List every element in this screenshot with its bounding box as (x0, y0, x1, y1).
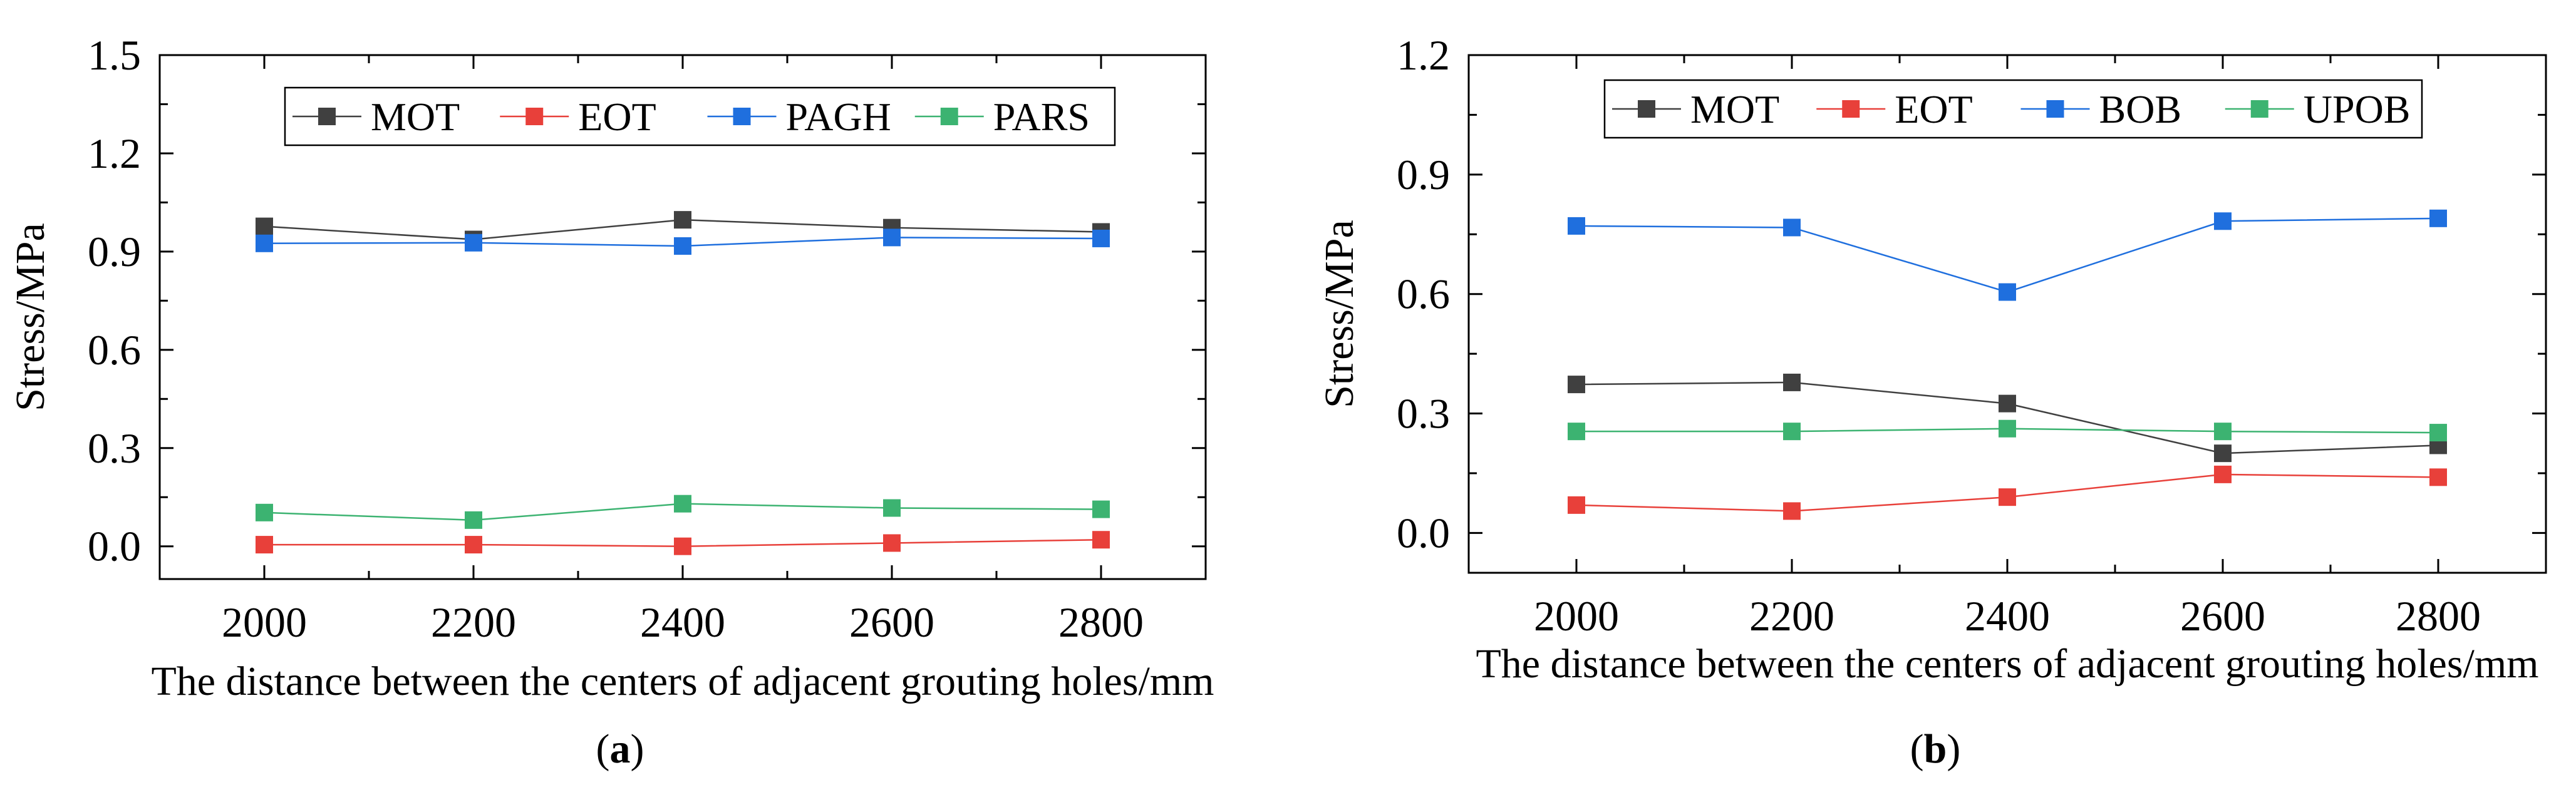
x-tick-label: 2000 (222, 598, 307, 646)
subfigure-label-b: (b) (1910, 726, 1961, 772)
data-point-eot (883, 534, 901, 552)
data-point-mot (674, 211, 691, 229)
data-point-pars (1092, 500, 1110, 518)
legend-label-bob: BOB (2099, 87, 2182, 131)
legend-marker-eot (525, 108, 544, 125)
legend-marker-upob (2250, 100, 2268, 118)
data-point-pagh (674, 237, 691, 255)
data-point-mot (256, 217, 273, 235)
data-point-pars (883, 499, 901, 517)
chart-panel-a: 0.0 0.3 0.6 0.9 1.2 1.5 2000 2200 2400 2600 2800 MO… (8, 31, 1214, 772)
legend-marker-mot (318, 108, 336, 125)
data-point-bob (1783, 218, 1801, 237)
data-point-eot (256, 536, 273, 554)
series-line-mot (1576, 381, 2439, 454)
y-tick-label: 1.5 (88, 31, 141, 79)
data-point-mot (1999, 394, 2016, 413)
y-tick-label: 1.2 (1397, 31, 1450, 79)
data-point-pars (674, 495, 691, 513)
legend-marker-bob (2046, 100, 2064, 118)
data-point-eot (1999, 488, 2016, 506)
legend-marker-eot (1842, 100, 1860, 118)
legend-marker-mot (1638, 100, 1655, 118)
x-tick-label: 2000 (1534, 592, 1619, 640)
y-tick-label: 0.0 (1397, 509, 1450, 557)
y-tick-label: 1.2 (88, 130, 141, 177)
x-axis-title: The distance between the centers of adja… (1476, 641, 2538, 687)
data-point-pagh (256, 234, 273, 252)
y-axis-title: Stress/MPa (1316, 220, 1362, 408)
series-line-bob (1576, 217, 2439, 293)
legend: MOT EOT BOB UPOB (1603, 79, 2423, 139)
x-tick-label: 2800 (2396, 592, 2481, 640)
data-point-upob (1999, 419, 2016, 438)
data-point-upob (1783, 423, 1801, 441)
data-point-upob (2214, 423, 2232, 441)
legend-marker-pars (940, 108, 958, 125)
x-tick-label: 2400 (1965, 592, 2050, 640)
legend-label-mot: MOT (1690, 87, 1779, 131)
y-axis-title: Stress/MPa (8, 223, 53, 411)
data-point-upob (2429, 424, 2447, 442)
x-tick-label: 2200 (431, 598, 516, 646)
data-point-mot (1783, 373, 1801, 391)
y-tick-label: 0.0 (88, 523, 141, 570)
y-tick-label: 0.6 (1397, 270, 1450, 318)
chart-panel-b: 0.0 0.3 0.6 0.9 1.2 2000 2200 2400 2600 2800 MOT EO… (1316, 31, 2547, 772)
data-point-eot (674, 537, 691, 555)
subfigure-label-a: (a) (596, 726, 644, 772)
x-tick-label: 2800 (1058, 598, 1144, 646)
legend-label-upob: UPOB (2304, 87, 2411, 131)
data-point-pars (256, 503, 273, 521)
legend-label-eot: EOT (578, 95, 656, 139)
data-point-pagh (883, 228, 901, 247)
y-tick-label: 0.6 (88, 326, 141, 374)
legend-label-mot: MOT (371, 95, 460, 139)
data-point-eot (1783, 502, 1801, 520)
data-point-upob (1568, 423, 1585, 441)
data-point-eot (1092, 531, 1110, 549)
legend-label-pars: PARS (993, 95, 1090, 139)
data-point-bob (2429, 209, 2447, 227)
data-point-bob (1999, 283, 2016, 301)
y-tick-label: 0.3 (1397, 390, 1450, 438)
y-tick-label: 0.9 (88, 228, 141, 275)
data-point-eot (2429, 468, 2447, 486)
data-point-eot (1568, 496, 1585, 514)
x-tick-label: 2200 (1749, 592, 1834, 640)
legend-label-pagh: PAGH (786, 95, 891, 139)
x-tick-label: 2400 (640, 598, 725, 646)
data-point-bob (2214, 212, 2232, 230)
data-point-mot (1568, 376, 1585, 394)
data-point-bob (1568, 217, 1585, 235)
x-tick-label: 2600 (2180, 592, 2265, 640)
data-point-pagh (465, 233, 482, 252)
x-tick-label: 2600 (849, 598, 934, 646)
data-point-mot (2214, 444, 2232, 463)
legend-label-eot: EOT (1895, 87, 1972, 131)
x-axis-title: The distance between the centers of adja… (151, 659, 1214, 704)
y-tick-label: 0.3 (88, 424, 141, 472)
data-point-pars (465, 511, 482, 529)
data-point-eot (465, 536, 482, 554)
y-tick-label: 0.9 (1397, 151, 1450, 198)
legend: MOT EOT PAGH PARS (284, 86, 1116, 146)
legend-marker-pagh (733, 108, 751, 125)
data-point-eot (2214, 465, 2232, 483)
data-point-pagh (1092, 229, 1110, 247)
